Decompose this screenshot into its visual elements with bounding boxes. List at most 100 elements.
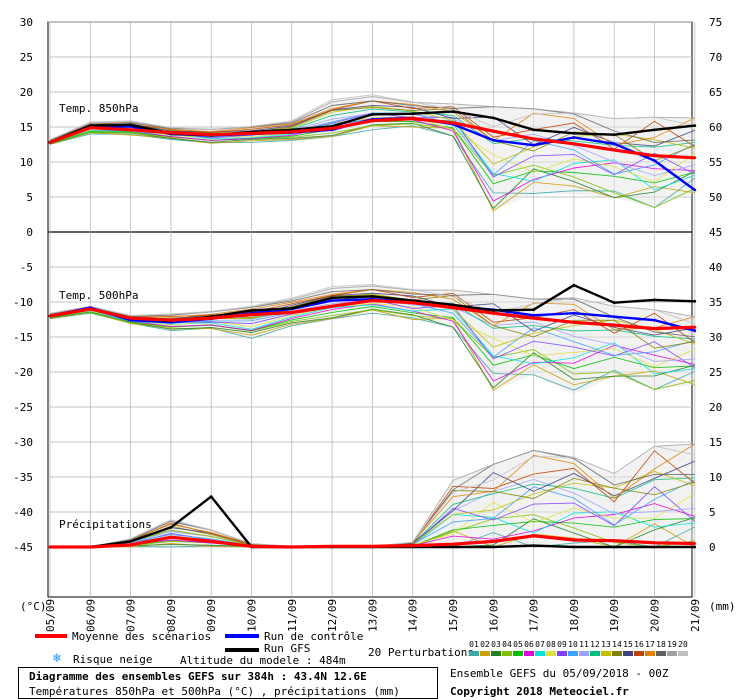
- precip-mean-point: [169, 535, 173, 539]
- t500-mean-point: [693, 325, 697, 329]
- date-tick-label: 05/09: [44, 599, 57, 632]
- date-tick-label: 06/09: [84, 599, 97, 632]
- mean-legend-swatch: [35, 634, 67, 638]
- precip-panel-label: Précipitations: [59, 518, 152, 531]
- perturbation-color-swatch: [656, 651, 666, 656]
- precip-gfs-point: [129, 540, 133, 543]
- t850-gfs-point: [653, 128, 656, 132]
- t850-mean-point: [572, 142, 576, 146]
- date-tick-label: 09/09: [205, 599, 218, 632]
- right-precip-tick-label: 5: [709, 506, 716, 519]
- right-precip-tick-label: 15: [709, 436, 722, 449]
- precip-gfs-point: [169, 526, 173, 529]
- precip-gfs-point: [209, 495, 213, 498]
- t500-gfs-point: [572, 283, 576, 287]
- t850-mean-point: [330, 126, 334, 130]
- t500-gfs-point: [612, 301, 616, 305]
- t500-mean-point: [411, 301, 415, 305]
- perturbation-number: 04: [502, 640, 512, 649]
- precip-mean-point: [653, 541, 656, 545]
- precip-mean-point: [612, 539, 616, 543]
- t850-mean-point: [129, 128, 133, 132]
- t500-mean-point: [330, 304, 334, 308]
- right-temp-tick-label: 35: [709, 296, 722, 309]
- precip-gfs-point: [572, 545, 576, 549]
- right-temp-tick-label: 50: [709, 191, 722, 204]
- t850-mean-point: [48, 141, 52, 144]
- control-legend-swatch: [225, 634, 259, 638]
- t500-mean-point: [48, 314, 52, 318]
- left-tick-label: -40: [13, 506, 33, 519]
- date-tick-label: 13/09: [366, 599, 379, 632]
- perturbation-color-swatch: [469, 651, 479, 656]
- t500-gfs-point: [330, 296, 334, 300]
- date-tick-label: 15/09: [447, 599, 460, 632]
- gfs-legend-swatch: [225, 648, 259, 652]
- control-legend-label: Run de contrôle: [264, 630, 364, 643]
- t850-perturbation-line: [49, 100, 695, 143]
- left-tick-label: 30: [20, 16, 33, 29]
- t850-perturbation-line: [49, 123, 695, 208]
- t500-perturbation-line: [49, 312, 695, 391]
- t850-control-point: [572, 136, 576, 139]
- t500-gfs-point: [371, 295, 374, 298]
- t850-control-point: [693, 188, 697, 192]
- perturbation-number: 17: [645, 640, 655, 649]
- perturbation-color-swatch: [535, 651, 545, 656]
- perturbation-number: 19: [667, 640, 677, 649]
- perturbation-number: 05: [513, 640, 523, 649]
- perturbation-number: 06: [524, 640, 534, 649]
- t500-perturbation-line: [49, 309, 695, 390]
- left-axis-ticks: 30 25 20 15 10 5 0 -5 -10 -15 -20 -25 -30 -35 -40 -45: [13, 16, 33, 554]
- precip-mean-point: [290, 545, 294, 549]
- t850-mean-point: [371, 119, 374, 123]
- perturbation-color-swatch: [601, 651, 611, 656]
- precip-mean-point: [572, 538, 576, 542]
- ensemble-spread: [49, 94, 696, 548]
- snow-risk-label: Risque neige: [73, 653, 153, 666]
- perturbation-number: 01: [469, 640, 479, 649]
- left-unit-label: (°C): [20, 600, 47, 613]
- date-tick-label: 07/09: [125, 599, 138, 632]
- t850-gfs-point: [129, 123, 133, 127]
- precip-mean-point: [48, 545, 52, 549]
- precip-mean-point: [250, 544, 253, 548]
- right-temp-tick-label: 20: [709, 401, 722, 414]
- right-temp-tick-label: 55: [709, 156, 722, 169]
- right-unit-label: (mm): [709, 600, 736, 613]
- left-tick-label: -10: [13, 296, 33, 309]
- t500-mean-point: [572, 320, 576, 324]
- t850-gfs-point: [532, 128, 535, 132]
- gfs-legend-label: Run GFS: [264, 642, 311, 655]
- right-temp-tick-label: 75: [709, 16, 722, 29]
- t850-mean-point: [653, 154, 656, 158]
- t850-control-point: [653, 159, 656, 163]
- t850-control-point: [491, 138, 495, 142]
- right-precip-tick-label: 10: [709, 471, 722, 484]
- date-tick-label: 16/09: [487, 599, 500, 632]
- perturbation-color-swatch: [491, 651, 501, 656]
- date-tick-label: 10/09: [246, 599, 259, 632]
- perturbation-number: 03: [491, 640, 501, 649]
- t500-gfs-point: [250, 309, 253, 312]
- t850-mean-point: [250, 131, 253, 135]
- t850-mean-point: [169, 131, 173, 135]
- t850-mean-point: [532, 137, 535, 141]
- t500-perturbation-line: [49, 302, 695, 368]
- t500-control-point: [653, 318, 656, 322]
- t850-mean-point: [693, 156, 697, 160]
- precip-mean-point: [411, 544, 415, 547]
- t500-control-point: [532, 313, 535, 317]
- date-tick-label: 20/09: [649, 599, 662, 632]
- left-tick-label: 15: [20, 121, 33, 134]
- left-tick-label: -20: [13, 366, 33, 379]
- t500-mean-point: [451, 306, 455, 309]
- left-tick-label: -45: [13, 541, 33, 554]
- perturbation-color-swatch: [546, 651, 556, 656]
- left-tick-label: -25: [13, 401, 33, 414]
- left-tick-label: -5: [20, 261, 33, 274]
- right-temp-tick-label: 40: [709, 261, 722, 274]
- t500-mean-point: [169, 318, 173, 322]
